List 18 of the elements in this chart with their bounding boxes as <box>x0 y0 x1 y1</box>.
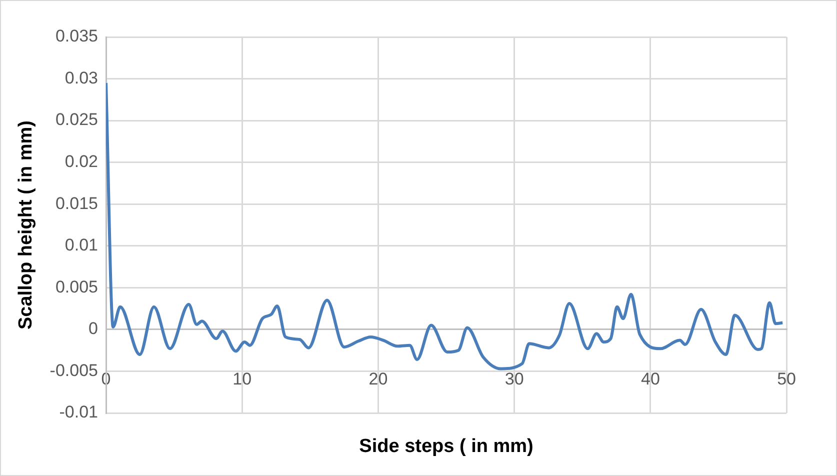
y-tick-label: 0 <box>88 319 98 338</box>
x-tick-label: 30 <box>504 369 524 388</box>
y-tick-label: 0.03 <box>64 68 98 88</box>
y-tick-label: 0.015 <box>55 194 98 213</box>
y-tick-label: 0.01 <box>64 236 98 255</box>
y-axis-title: Scallop height ( in mm) <box>16 120 37 330</box>
y-tick-label: 0.025 <box>55 110 98 130</box>
x-tick-label: 40 <box>640 369 660 388</box>
y-tick-label: 0.02 <box>64 152 98 172</box>
x-axis-title: Side steps ( in mm) <box>359 436 534 458</box>
y-tick-label: -0.005 <box>50 360 98 380</box>
y-tick-label: -0.01 <box>59 402 98 422</box>
y-tick-label: 0.035 <box>55 26 98 46</box>
x-tick-label: 20 <box>368 369 388 388</box>
x-tick-label: 50 <box>777 369 796 388</box>
x-tick-label: 10 <box>232 369 252 388</box>
line-series <box>106 81 784 370</box>
y-tick-label: 0.005 <box>55 277 98 296</box>
